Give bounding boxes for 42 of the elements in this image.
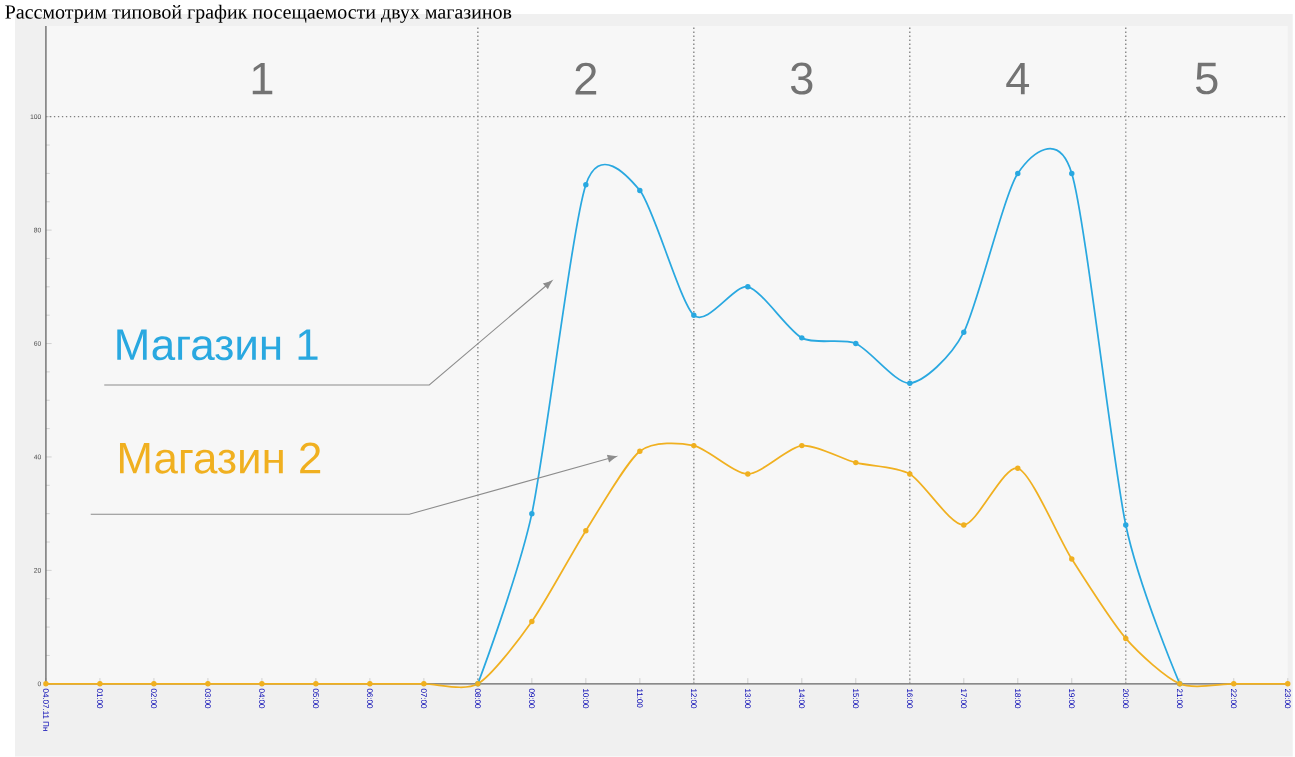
point (637, 187, 643, 194)
point (583, 182, 589, 188)
point (799, 443, 805, 449)
point (1123, 522, 1129, 528)
point (961, 329, 967, 336)
annotation: 3 (790, 62, 813, 95)
annotation: 2 (575, 62, 597, 95)
point (1069, 556, 1075, 562)
point (313, 681, 319, 687)
point (853, 340, 859, 347)
point (583, 528, 589, 534)
point (151, 681, 157, 687)
point (961, 522, 967, 528)
point (529, 511, 535, 517)
point (637, 448, 643, 455)
point (691, 443, 697, 449)
point (367, 681, 373, 687)
text: Магазин 1 (117, 329, 318, 361)
point (1123, 635, 1129, 642)
annotation: 5 (1195, 62, 1218, 95)
point (1015, 170, 1021, 177)
text: Магазин 2 (119, 442, 321, 474)
annotation: 4 (1006, 63, 1030, 95)
point (1285, 681, 1291, 687)
annotation: 1 (252, 63, 273, 95)
point (259, 681, 265, 687)
point (97, 681, 103, 687)
point (691, 312, 697, 319)
point (1015, 465, 1021, 472)
point (853, 460, 859, 466)
point (799, 335, 805, 341)
point (529, 618, 535, 625)
point (1231, 681, 1237, 687)
point (907, 471, 913, 477)
point (1069, 170, 1075, 177)
point (421, 681, 427, 687)
point (907, 380, 913, 387)
point (745, 284, 751, 290)
point (43, 681, 49, 687)
point (745, 471, 751, 477)
point (205, 681, 211, 687)
chart-title: Рассмотрим типовой график посещаемости двух магазинов (5, 4, 512, 24)
